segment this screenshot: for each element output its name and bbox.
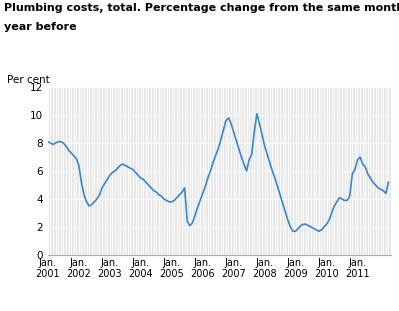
Text: Per cent: Per cent: [7, 75, 49, 86]
Text: year before: year before: [4, 22, 77, 32]
Text: Plumbing costs, total. Percentage change from the same month one: Plumbing costs, total. Percentage change…: [4, 3, 399, 13]
